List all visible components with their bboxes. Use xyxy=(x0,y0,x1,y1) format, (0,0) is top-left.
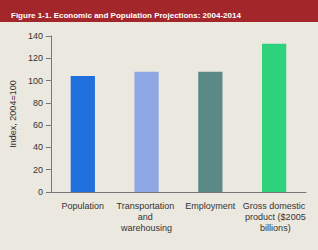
svg-text:100: 100 xyxy=(28,76,43,86)
svg-text:0: 0 xyxy=(38,187,43,197)
svg-text:80: 80 xyxy=(33,98,43,108)
svg-text:Employment: Employment xyxy=(185,201,236,211)
svg-text:product ($2005: product ($2005 xyxy=(243,212,306,222)
svg-text:Gross domestic: Gross domestic xyxy=(243,201,306,211)
svg-text:Transportation: Transportation xyxy=(116,201,176,211)
svg-text:Index, 2004=100: Index, 2004=100 xyxy=(8,80,18,147)
svg-text:140: 140 xyxy=(28,31,43,41)
svg-text:billions): billions) xyxy=(258,223,291,233)
svg-text:warehousing: warehousing xyxy=(120,223,172,233)
svg-text:20: 20 xyxy=(33,165,43,175)
svg-text:40: 40 xyxy=(33,142,43,152)
svg-text:120: 120 xyxy=(28,53,43,63)
svg-text:and: and xyxy=(138,212,156,222)
svg-text:Figure 1-1. Economic and Popul: Figure 1-1. Economic and Population Proj… xyxy=(11,11,241,20)
svg-text:60: 60 xyxy=(33,120,43,130)
svg-text:Population: Population xyxy=(62,201,105,211)
